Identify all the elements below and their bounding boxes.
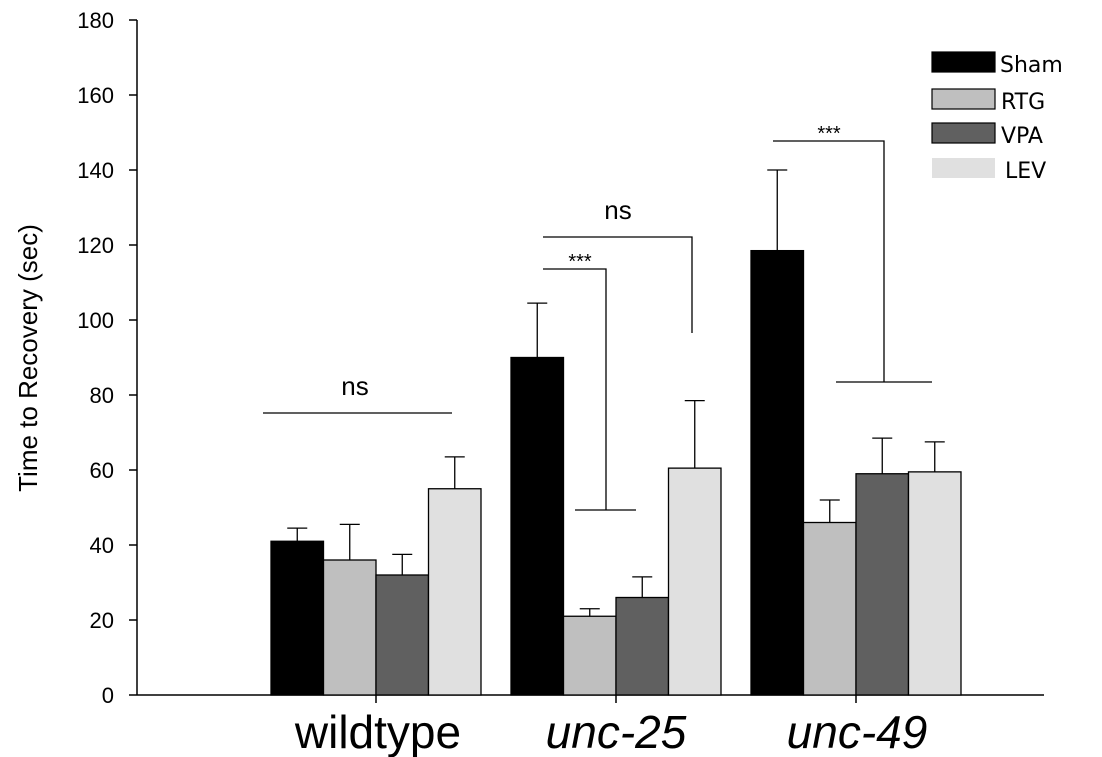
unc-25-sig-bracket — [543, 268, 607, 510]
legend-swatch-rtg — [931, 88, 996, 110]
legend-swatch-sham — [931, 51, 996, 73]
legend-label-sham: Sham — [1000, 53, 1063, 78]
y-tick-label: 40 — [90, 533, 114, 558]
y-tick-label: 100 — [77, 308, 114, 333]
legend-label-rtg: RTG — [1001, 90, 1045, 115]
legend-label-lev: LEV — [1005, 159, 1046, 184]
bar-lev-unc-25 — [667, 467, 722, 696]
y-tick-label: 160 — [77, 83, 114, 108]
bars — [270, 249, 962, 696]
legend-swatch-vpa — [931, 122, 996, 144]
legend-swatch-lev — [932, 158, 995, 178]
unc-49-sig-label: *** — [817, 123, 841, 145]
bar-vpa-unc-49 — [855, 473, 910, 696]
error-bars — [287, 169, 945, 617]
bar-sham-unc-49 — [750, 249, 805, 696]
bar-vpa-wildtype — [375, 574, 430, 696]
unc-49-sig-bracket — [773, 140, 885, 382]
y-tick-label: 140 — [77, 158, 114, 183]
legend-label-vpa: VPA — [1001, 124, 1043, 149]
y-tick-label: 20 — [90, 608, 114, 633]
legend: Sham RTG VPA LEV — [931, 51, 1063, 184]
bar-rtg-unc-49 — [802, 521, 857, 696]
y-tick-label: 120 — [77, 233, 114, 258]
significance-annotations: ns ns *** *** — [263, 123, 932, 511]
category-label: unc-25 — [546, 706, 687, 757]
wildtype-ns-label: ns — [341, 371, 368, 401]
bar-vpa-unc-25 — [615, 596, 670, 696]
category-labels: wildtype unc-25 unc-49 — [294, 706, 927, 757]
y-axis-label: Time to Recovery (sec) — [13, 224, 43, 492]
y-tick-label: 0 — [102, 683, 114, 708]
bar-lev-wildtype — [427, 488, 482, 696]
y-tick-label: 60 — [90, 458, 114, 483]
bar-rtg-wildtype — [322, 559, 377, 696]
bar-sham-unc-25 — [510, 356, 565, 696]
bar-sham-wildtype — [270, 540, 325, 696]
bar-lev-unc-49 — [907, 471, 962, 696]
category-label: wildtype — [294, 706, 461, 757]
category-label: unc-49 — [787, 706, 928, 757]
y-tick-label: 80 — [90, 383, 114, 408]
unc-25-ns-bracket — [543, 236, 693, 333]
unc-25-ns-label: ns — [604, 195, 631, 225]
unc-25-sig-label: *** — [568, 251, 592, 273]
y-ticks: 0 20 40 60 80 100 120 140 160 180 — [77, 8, 857, 708]
bar-rtg-unc-25 — [562, 615, 617, 696]
y-tick-label: 180 — [77, 8, 114, 33]
